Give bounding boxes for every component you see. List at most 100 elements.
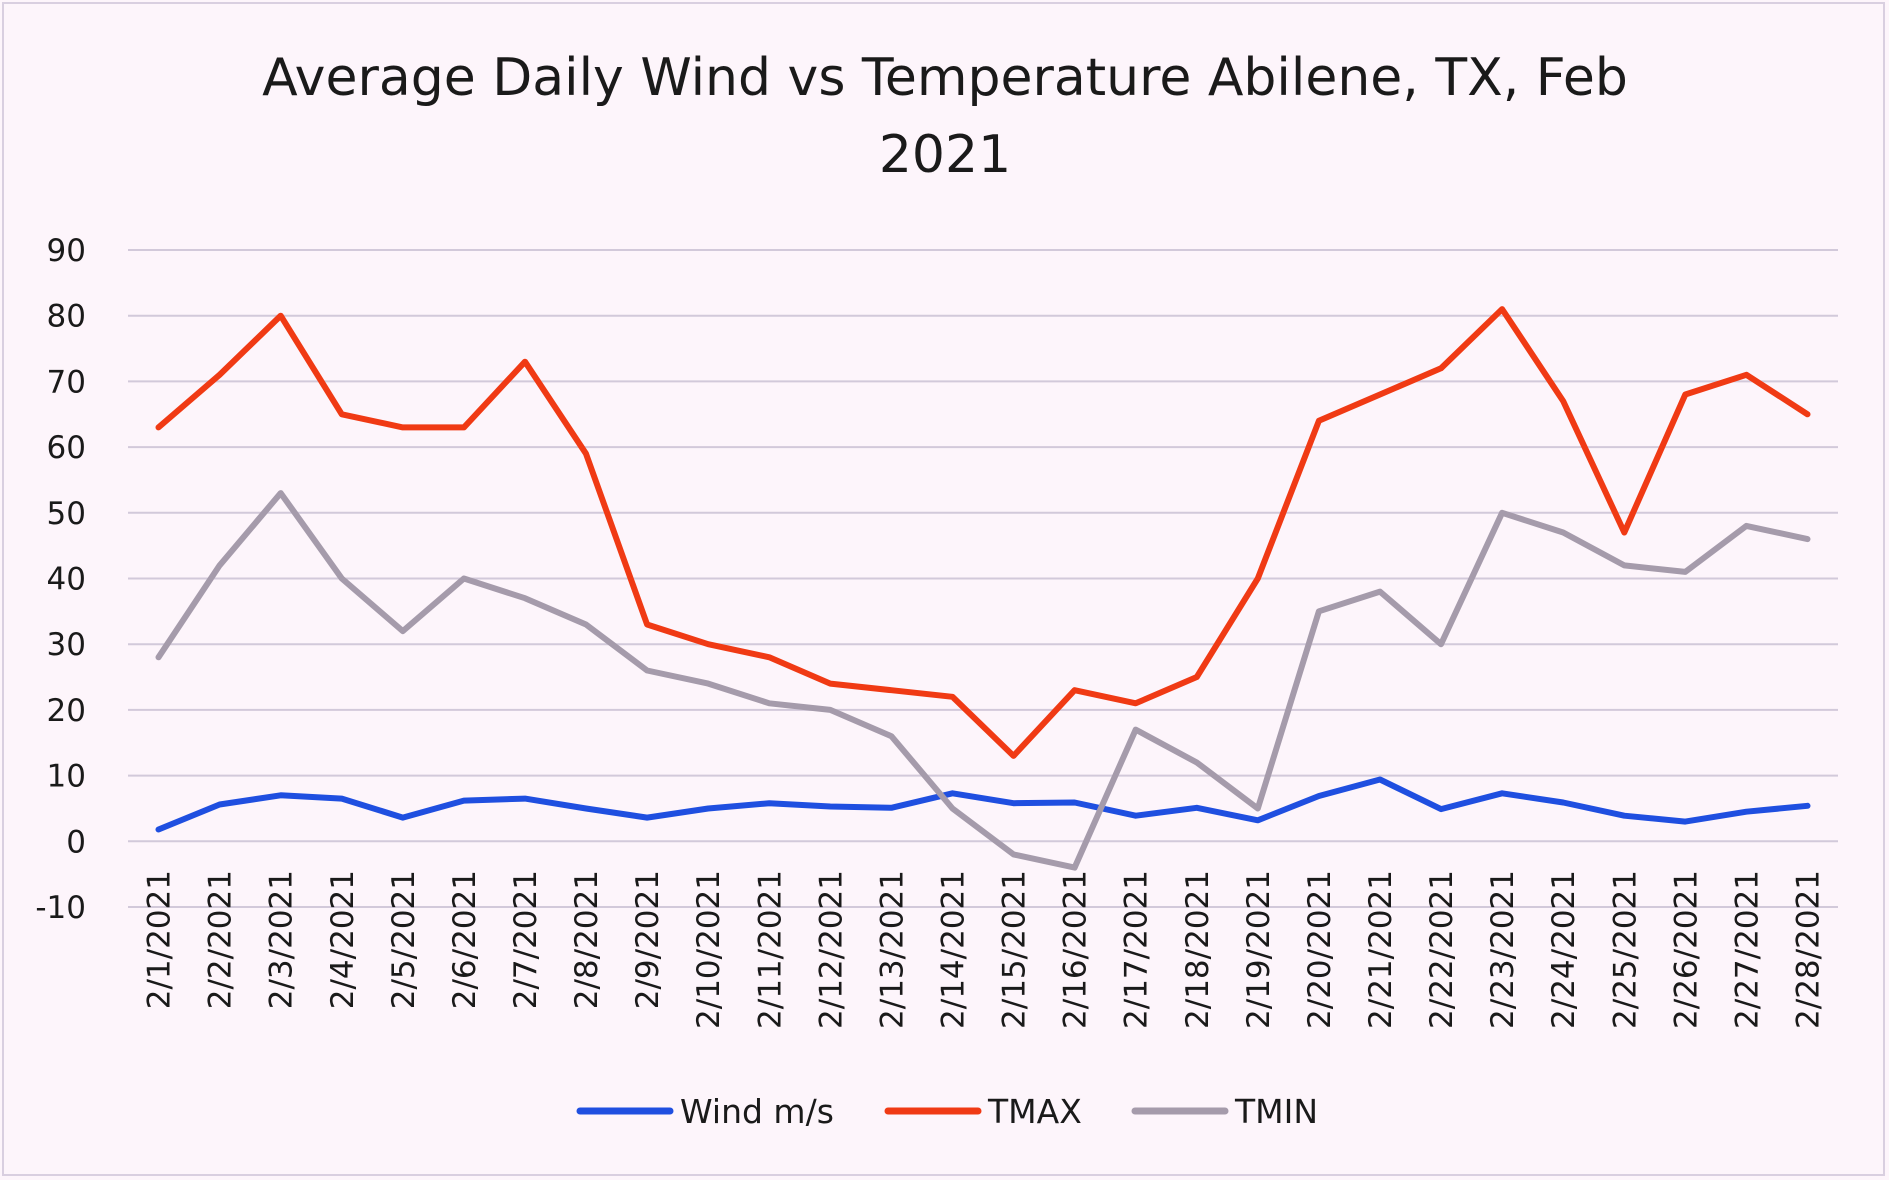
gridlines (128, 249, 1838, 908)
data-point-tmax (705, 641, 711, 647)
data-point-wind-m-s (278, 792, 284, 798)
y-tick-label: 10 (47, 759, 86, 795)
data-point-tmax (278, 313, 284, 319)
data-point-tmin (1743, 523, 1749, 529)
data-point-wind-m-s (1316, 793, 1322, 799)
x-tick-label: 2/15/2021 (997, 870, 1033, 1029)
x-tick-label: 2/12/2021 (813, 870, 849, 1029)
x-tick-label: 2/4/2021 (325, 870, 361, 1009)
data-point-tmax (1804, 411, 1810, 417)
data-point-tmin (1377, 589, 1383, 595)
data-point-wind-m-s (1621, 813, 1627, 819)
data-point-wind-m-s (644, 815, 650, 821)
y-tick-label: 40 (47, 562, 86, 598)
x-tick-label: 2/6/2021 (447, 870, 483, 1009)
data-point-tmin (1438, 641, 1444, 647)
y-tick-label: 20 (47, 693, 86, 729)
series-lines (155, 306, 1811, 871)
x-tick-label: 2/21/2021 (1363, 870, 1399, 1029)
chart-title-line2: 2021 (879, 125, 1011, 185)
y-tick-label: 90 (47, 233, 86, 269)
series-line-wind-m-s (155, 776, 1811, 833)
data-point-tmin (217, 562, 223, 568)
data-point-wind-m-s (1255, 817, 1261, 823)
data-point-tmin (278, 490, 284, 496)
data-point-wind-m-s (1804, 803, 1810, 809)
data-point-tmax (156, 424, 162, 430)
x-tick-label: 2/22/2021 (1424, 870, 1460, 1029)
x-tick-label: 2/17/2021 (1119, 870, 1155, 1029)
data-point-tmin (583, 621, 589, 627)
data-point-tmax (1560, 398, 1566, 404)
chart-title-line1: Average Daily Wind vs Temperature Abilen… (262, 48, 1628, 108)
x-tick-label: 2/18/2021 (1180, 870, 1216, 1029)
data-point-tmax (461, 424, 467, 430)
x-tick-label: 2/11/2021 (752, 870, 788, 1029)
data-point-tmin (827, 707, 833, 713)
data-point-tmin (1133, 727, 1139, 733)
x-axis-ticks: 2/1/2021 2/2/2021 2/3/2021 2/4/2021 2/5/2021… (142, 870, 1827, 1029)
x-tick-label: 2/23/2021 (1485, 870, 1521, 1029)
data-point-tmin (1499, 510, 1505, 516)
data-point-wind-m-s (1133, 813, 1139, 819)
data-point-tmin (1072, 865, 1078, 871)
x-tick-label: 2/9/2021 (630, 870, 666, 1009)
data-point-wind-m-s (217, 802, 223, 808)
y-tick-label: 0 (66, 824, 86, 860)
data-point-tmax (888, 687, 894, 693)
data-point-tmax (217, 372, 223, 378)
y-tick-label: 70 (47, 364, 86, 400)
data-point-tmax (1499, 306, 1505, 312)
data-point-wind-m-s (1377, 777, 1383, 783)
y-tick-label: 30 (47, 627, 86, 663)
legend: Wind m/s TMAX TMIN (576, 1092, 1318, 1131)
y-tick-label: -10 (35, 890, 86, 926)
y-tick-label: 60 (47, 430, 86, 466)
data-point-wind-m-s (583, 805, 589, 811)
x-tick-label: 2/27/2021 (1729, 870, 1765, 1029)
x-tick-label: 2/20/2021 (1302, 870, 1338, 1029)
x-tick-label: 2/2/2021 (203, 870, 239, 1009)
data-point-tmax (1377, 392, 1383, 398)
x-tick-label: 2/7/2021 (508, 870, 544, 1009)
data-point-tmin (766, 700, 772, 706)
data-point-tmax (1682, 392, 1688, 398)
x-tick-label: 2/13/2021 (874, 870, 910, 1029)
x-tick-label: 2/19/2021 (1241, 870, 1277, 1029)
data-point-tmin (1316, 608, 1322, 614)
data-point-tmax (1316, 418, 1322, 424)
series-line-tmax (155, 306, 1811, 759)
data-point-tmin (1011, 851, 1017, 857)
data-point-tmax (522, 359, 528, 365)
data-point-tmax (1194, 674, 1200, 680)
data-point-tmax (1011, 753, 1017, 759)
x-tick-label: 2/24/2021 (1546, 870, 1582, 1029)
legend-label-tmin: TMIN (1234, 1092, 1318, 1131)
data-point-tmin (339, 576, 345, 581)
x-tick-label: 2/14/2021 (935, 870, 971, 1029)
data-point-tmin (156, 654, 162, 660)
data-point-tmax (1133, 700, 1139, 706)
data-point-wind-m-s (1560, 800, 1566, 806)
data-point-wind-m-s (461, 798, 467, 804)
data-point-tmin (1560, 530, 1566, 536)
data-point-wind-m-s (1194, 805, 1200, 811)
data-point-wind-m-s (156, 826, 162, 832)
data-point-wind-m-s (766, 800, 772, 806)
data-point-tmin (949, 805, 955, 811)
y-axis-ticks: 90 80 70 60 50 40 30 20 10 0 -10 (35, 233, 86, 926)
data-point-tmax (1072, 687, 1078, 693)
series-line-tmin (155, 490, 1811, 871)
y-tick-label: 80 (47, 299, 86, 335)
x-tick-label: 2/28/2021 (1790, 870, 1826, 1029)
x-tick-label: 2/16/2021 (1058, 870, 1094, 1029)
data-point-tmax (1255, 576, 1261, 581)
data-point-tmin (461, 576, 467, 581)
data-point-wind-m-s (705, 805, 711, 811)
data-point-tmax (339, 411, 345, 417)
data-point-tmin (1255, 805, 1261, 811)
data-point-wind-m-s (827, 803, 833, 809)
x-tick-label: 2/5/2021 (386, 870, 422, 1009)
data-point-tmin (1804, 536, 1810, 542)
